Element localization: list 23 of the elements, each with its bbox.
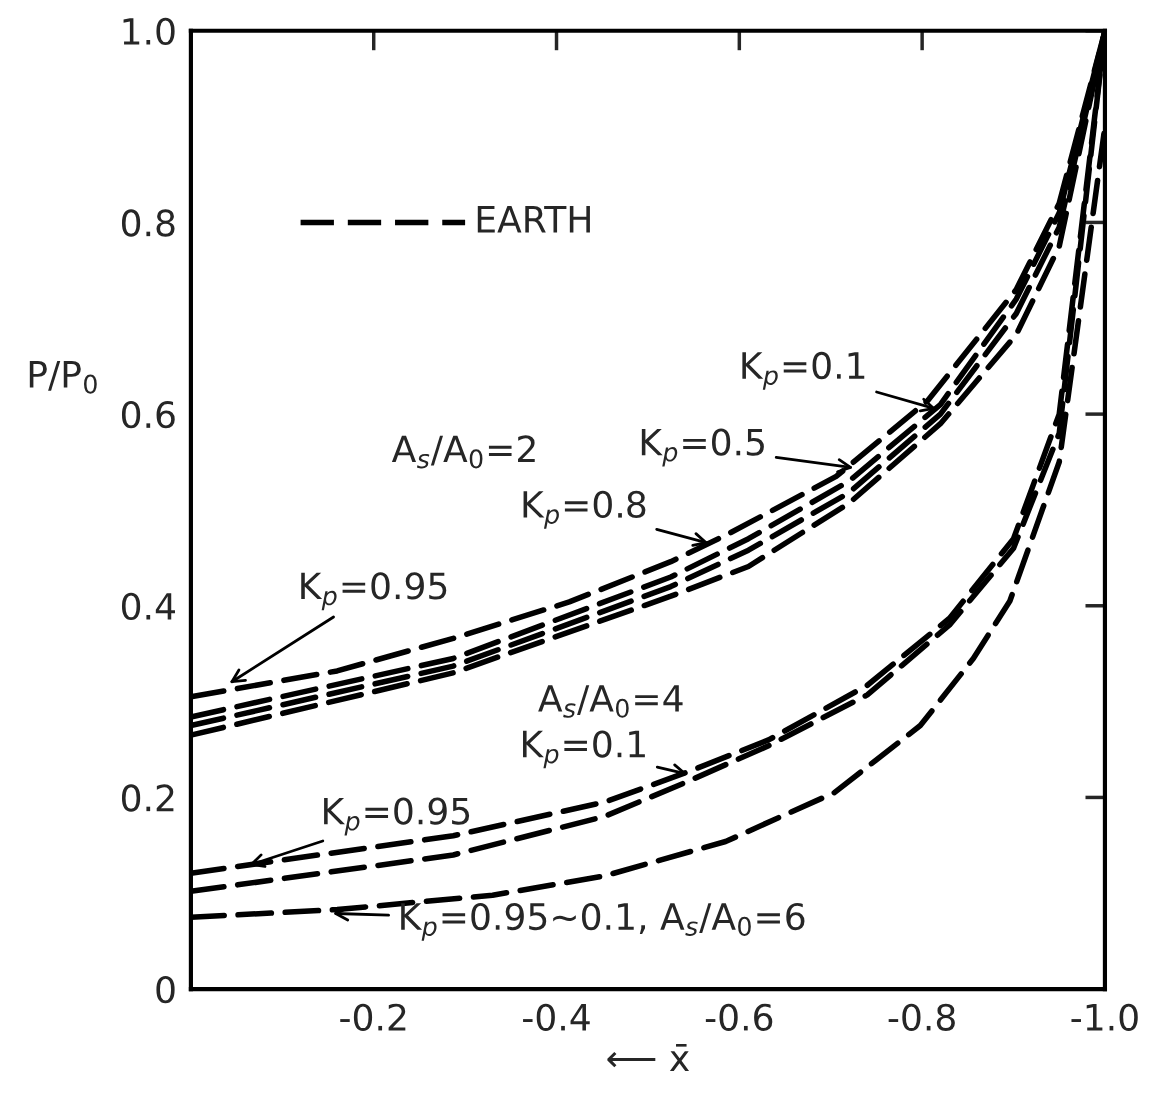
y-tick-label: 0.8 (121, 209, 175, 237)
annotation: A$_{s}$/A$_{0}$=2 (391, 435, 535, 469)
annotation: K$_{p}$=0.5 (641, 428, 764, 467)
annotation: K$_{p}$=0.95~0.1, A$_{s}$/A$_{0}$=6 (401, 902, 805, 941)
annotation: K$_{p}$=0.1 (523, 730, 645, 769)
x-axis-title: ⟵ x̄ (607, 1044, 690, 1071)
annotation: A$_{s}$/A$_{0}$=4 (538, 685, 683, 718)
annotation: K$_{p}$=0.1 (742, 351, 865, 390)
y-tick-label: 0.4 (121, 592, 175, 620)
y-tick-label: 0 (156, 976, 175, 1004)
annotation: K$_{p}$=0.8 (523, 490, 646, 529)
annotation: K$_{p}$=0.95 (301, 572, 447, 611)
y-tick-label: 1.0 (123, 17, 175, 45)
y-tick-label: 0.2 (121, 784, 174, 812)
annotation: EARTH (477, 206, 590, 233)
x-tick-label: -0.6 (705, 1003, 773, 1031)
y-axis-title: P/P$_{0}$ (29, 361, 97, 394)
x-tick-label: -0.4 (523, 1003, 590, 1031)
y-tick-label: 0.6 (121, 401, 175, 429)
annotation: K$_{p}$=0.95 (324, 797, 470, 836)
x-tick-label: -0.8 (888, 1003, 955, 1031)
x-tick-label: -0.2 (340, 1003, 406, 1031)
x-tick-label: -1.0 (1071, 1003, 1138, 1031)
